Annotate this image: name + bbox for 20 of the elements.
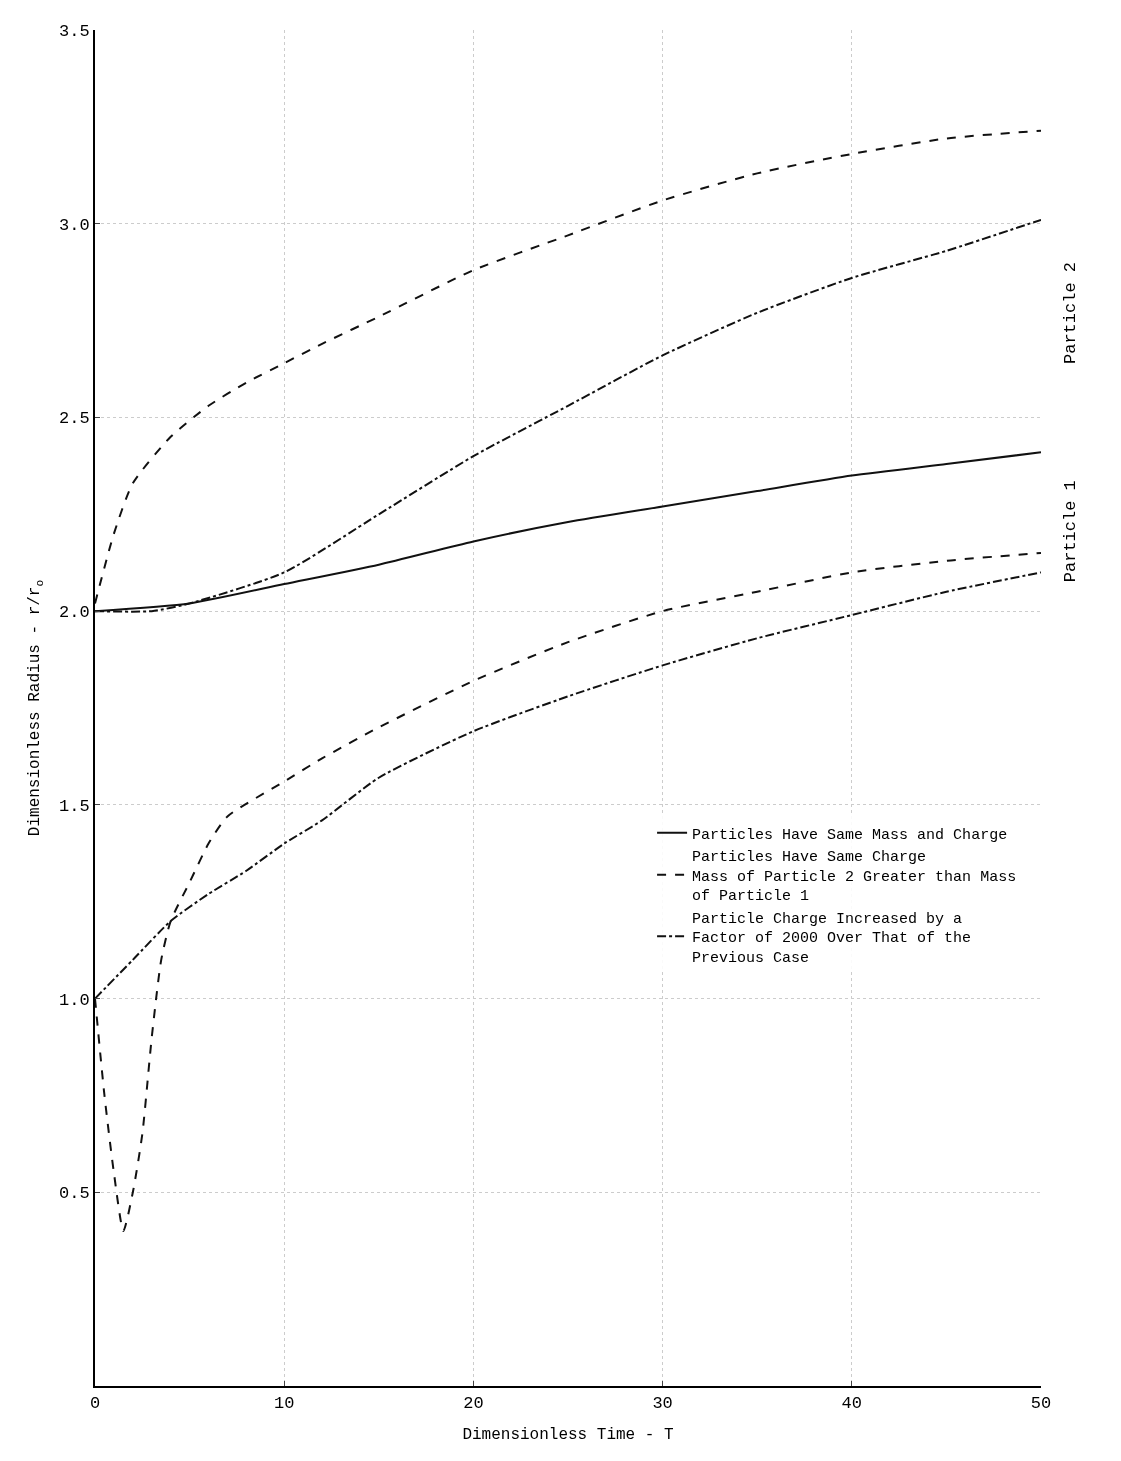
y-tick-label: 1.0 [58, 990, 90, 1010]
line-series [95, 129, 1041, 605]
legend-label: Particles Have Same Mass and Charge [692, 826, 1008, 844]
legend-label: Particles Have Same Charge Mass of Particle 2 Greater than Mass of Particle 1 [692, 849, 1017, 906]
x-tick-label: 0 [89, 1394, 101, 1414]
y-tick-label: 3.5 [58, 21, 90, 41]
y-tick-label: 1.5 [58, 796, 90, 816]
x-tick-label: 30 [652, 1394, 673, 1414]
x-tick-label: 40 [841, 1394, 862, 1414]
x-axis-title: Dimensionless Time - T [462, 1425, 674, 1444]
x-tick-label: 20 [463, 1394, 484, 1414]
y-tick-label: 0.5 [58, 1184, 90, 1204]
text: Particle 2 [1060, 261, 1080, 365]
y-tick-label: 2.5 [58, 409, 90, 429]
text: Particle 1 [1060, 480, 1080, 583]
legend-label: Particle Charge Increased by a Factor of 2000 Over That of the Previous Case [692, 910, 972, 967]
y-tick-label: 3.0 [58, 215, 90, 235]
x-tick-label: 10 [274, 1394, 295, 1414]
x-tick-label: 50 [1030, 1394, 1052, 1414]
y-tick-label: 2.0 [58, 603, 90, 623]
